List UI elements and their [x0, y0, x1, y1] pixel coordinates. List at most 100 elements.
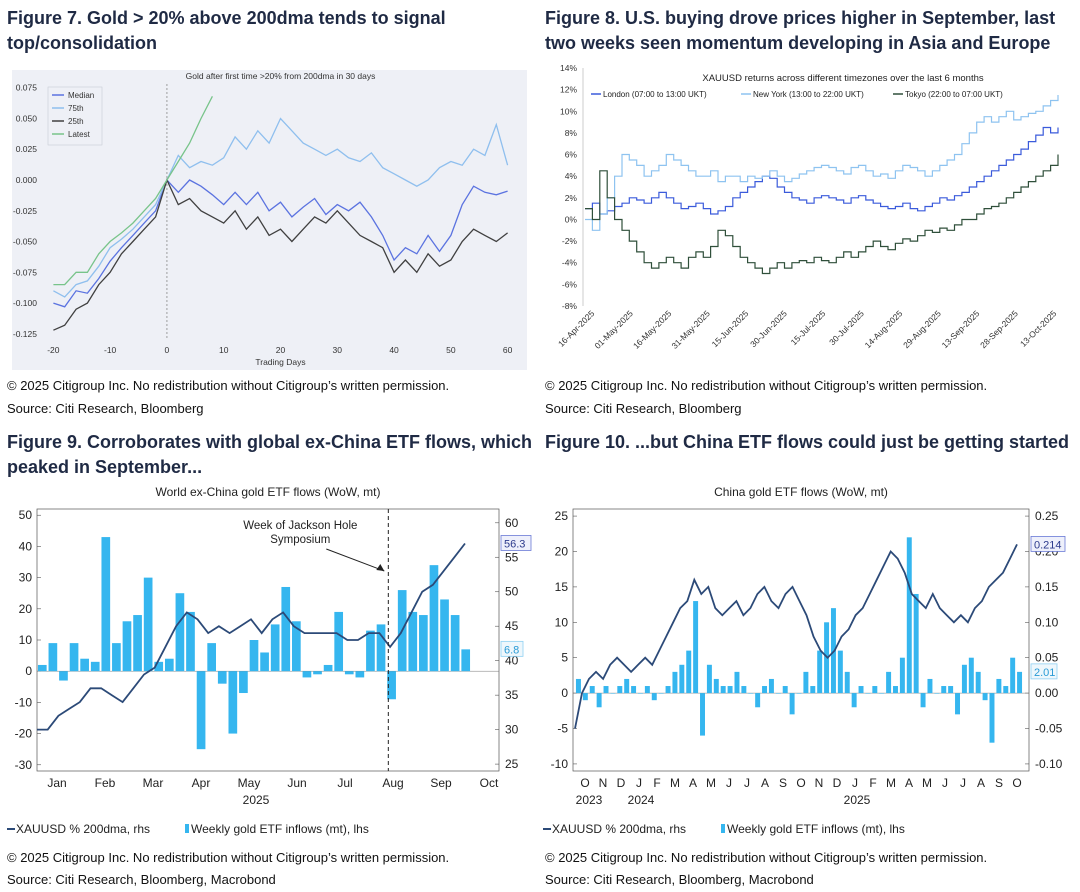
figure-8-copyright: © 2025 Citigroup Inc. No redistribution …: [545, 378, 988, 393]
figure-10-copyright: © 2025 Citigroup Inc. No redistribution …: [545, 850, 988, 865]
fig7-y-tick: 0.075: [16, 83, 38, 93]
fig10-y-left-tick: -10: [551, 757, 569, 771]
fig10-bar: [720, 686, 726, 694]
fig9-bar: [440, 599, 449, 672]
fig10-month-tick: O: [796, 776, 805, 790]
fig9-bar: [196, 671, 206, 750]
fig9-bar: [323, 664, 333, 672]
fig10-bar: [810, 686, 816, 694]
fig9-legend-line-label: XAUUSD % 200dma, rhs: [16, 822, 150, 836]
fig10-bar: [637, 693, 643, 694]
fig10-y-right-tick: 0.05: [1035, 651, 1059, 665]
fig10-bar: [713, 678, 719, 694]
fig9-month-tick: Oct: [480, 776, 499, 790]
fig7-y-tick: -0.050: [13, 237, 37, 247]
fig10-bar: [899, 657, 905, 694]
fig9-bar: [48, 643, 58, 672]
fig9-bar: [164, 658, 174, 672]
fig9-bar: [133, 615, 142, 672]
fig10-end-tag-line-box: [1030, 536, 1066, 552]
fig9-bar: [355, 671, 365, 678]
fig8-y-tick: 4%: [565, 171, 578, 181]
fig10-bar: [968, 657, 974, 694]
fig7-x-tick: 10: [219, 345, 229, 355]
fig10-month-tick: J: [744, 776, 750, 790]
fig8-x-tick: 30-Jul-2025: [827, 308, 866, 347]
fig10-bar: [837, 650, 843, 694]
fig10-bar: [727, 686, 733, 694]
fig10-bar: [644, 686, 650, 694]
fig8-x-tick: 01-May-2025: [592, 308, 635, 351]
fig9-y-left-tick: -30: [15, 758, 33, 772]
fig10-month-tick: J: [960, 776, 966, 790]
fig10-bar: [762, 686, 768, 694]
fig9-bar: [80, 658, 89, 672]
fig10-bar: [706, 664, 712, 694]
fig7-x-tick: -10: [104, 345, 117, 355]
fig9-month-tick: Feb: [95, 776, 116, 790]
fig10-y-left-tick: -5: [557, 722, 568, 736]
fig10-bar: [893, 686, 898, 694]
fig7-legend-box: [47, 86, 103, 146]
fig10-bar: [941, 686, 947, 694]
fig8-x-tick: 14-Aug-2025: [863, 308, 905, 350]
fig9-bar: [260, 652, 269, 672]
fig9-y-right-tick: 25: [505, 757, 519, 771]
fig9-year-label: 2025: [243, 793, 270, 807]
fig9-bar: [334, 611, 344, 672]
fig9-bar: [292, 621, 301, 672]
figure-9-source: Source: Citi Research, Bloomberg, Macrob…: [7, 872, 276, 887]
fig10-bar: [858, 686, 864, 694]
figure-8-chart: 14% 12% 10% 8% 6% 4% 2% 0% -2% -4% -6% -8% XAUUSD re…: [556, 63, 1059, 351]
fig9-bar: [112, 643, 121, 672]
fig9-bar: [302, 671, 312, 678]
fig10-bar: [768, 678, 774, 694]
fig7-x-tick: 20: [276, 345, 286, 355]
fig9-y-left-tick: 0: [25, 664, 32, 678]
fig7-y-tick: -0.100: [13, 298, 37, 308]
fig9-bar: [408, 611, 418, 672]
fig9-y-right-tick: 45: [505, 619, 519, 633]
fig8-x-tick: 30-Jun-2025: [748, 308, 789, 349]
fig10-bar: [920, 693, 926, 708]
fig10-bar: [575, 678, 581, 694]
fig9-bar: [387, 671, 396, 700]
fig8-y-tick: 10%: [560, 106, 577, 116]
fig7-series-latest: [53, 96, 213, 286]
fig10-bar: [796, 693, 802, 694]
fig8-x-tick: 13-Oct-2025: [1018, 308, 1059, 349]
fig10-bar: [679, 664, 685, 694]
fig8-y-tick: 14%: [560, 63, 577, 73]
fig10-month-tick: A: [689, 776, 697, 790]
fig10-bar: [631, 686, 637, 694]
fig10-bar: [975, 671, 981, 694]
fig7-x-tick: 50: [446, 345, 456, 355]
fig10-chart-title: China gold ETF flows (WoW, mt): [714, 485, 888, 499]
fig7-series-25th: [53, 178, 508, 331]
fig10-y-left-tick: 0: [561, 686, 568, 700]
fig7-series-75th: [53, 117, 509, 298]
fig9-annotation-arrowhead: [376, 564, 385, 571]
fig9-y-right-tick: 30: [505, 723, 519, 737]
fig9-bar: [366, 630, 375, 672]
fig8-y-tick: -4%: [562, 258, 578, 268]
fig9-y-right-tick: 50: [505, 585, 519, 599]
fig9-month-tick: Apr: [192, 776, 211, 790]
fig10-bar: [989, 693, 995, 743]
fig9-bar: [461, 649, 471, 672]
fig10-bar: [1017, 671, 1023, 694]
fig10-month-tick: F: [869, 776, 876, 790]
fig10-bar: [913, 593, 919, 694]
fig7-legend-label: Median: [68, 91, 94, 100]
fig7-legend-label: 25th: [68, 117, 84, 126]
fig9-end-tag-line: 56.3: [504, 538, 525, 550]
fig8-x-tick: 15-Jul-2025: [789, 308, 828, 347]
fig9-y-right-tick: 35: [505, 688, 519, 702]
fig10-bar: [693, 601, 699, 694]
fig9-end-tag-line-box: [500, 535, 532, 551]
fig9-bar: [376, 624, 386, 672]
fig10-bar: [865, 693, 871, 694]
fig9-bar: [344, 671, 354, 675]
fig9-y-left-tick: 40: [19, 539, 33, 553]
fig10-plot-frame: [572, 508, 1030, 772]
